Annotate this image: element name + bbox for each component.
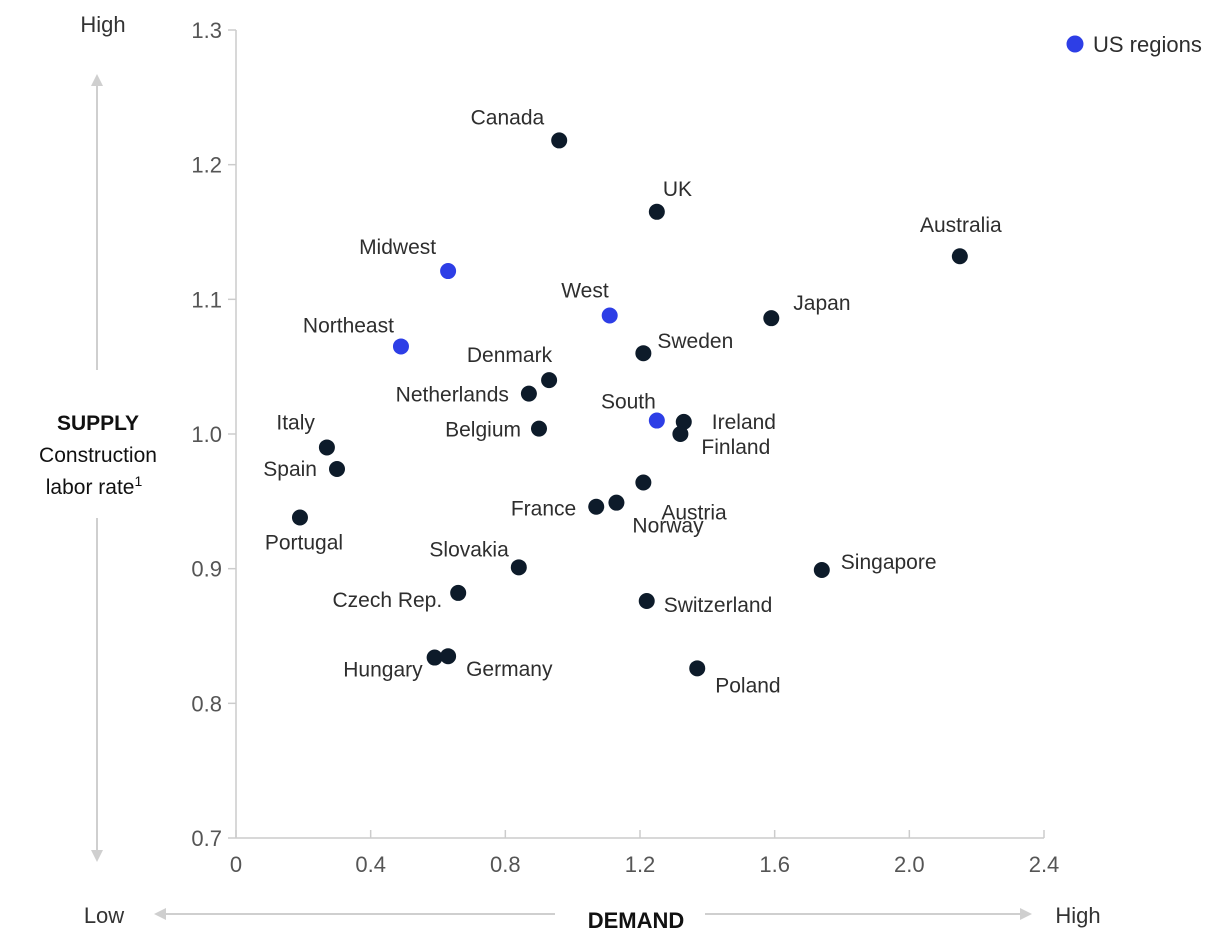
point-finland <box>672 426 689 442</box>
y-axis-ticks: 0.7 0.8 0.9 1.0 1.1 1.2 1.3 <box>191 18 236 851</box>
x-low-label: Low <box>84 903 124 928</box>
y-tick-label: 0.9 <box>191 557 222 582</box>
x-tick-label: 0.4 <box>355 852 386 877</box>
label-uk: UK <box>663 178 692 201</box>
point-west <box>601 307 618 324</box>
y-arrow-up-icon <box>91 74 103 86</box>
point-netherlands <box>520 385 537 402</box>
legend-label-us-regions: US regions <box>1093 32 1202 57</box>
label-germany: Germany <box>466 658 553 681</box>
label-finland: Finland <box>701 436 770 459</box>
point-germany <box>440 648 457 665</box>
y-axis-title-footnote: 1 <box>134 473 142 489</box>
y-tick-label: 1.1 <box>191 287 222 312</box>
label-south: South <box>601 391 656 414</box>
label-belgium: Belgium <box>445 419 521 442</box>
x-arrow-left-icon <box>154 908 166 920</box>
y-axis-title-line3-text: labor rate <box>46 476 135 499</box>
point-labels: Canada UK Australia Japan Sweden Denmark Nethe… <box>263 106 1002 697</box>
plot-frame <box>235 30 1044 839</box>
point-poland <box>689 660 706 677</box>
label-west: West <box>561 279 609 302</box>
label-netherlands: Netherlands <box>396 384 509 407</box>
point-sweden <box>635 345 652 362</box>
point-canada <box>551 132 568 149</box>
y-tick-label: 1.2 <box>191 153 222 178</box>
label-switzerland: Switzerland <box>664 594 773 617</box>
y-arrow-down-icon <box>91 850 103 862</box>
label-japan: Japan <box>793 292 850 315</box>
y-axis-title-line2: Construction <box>39 444 157 467</box>
label-spain: Spain <box>263 458 317 481</box>
legend: US regions <box>1066 32 1202 57</box>
point-midwest <box>440 263 457 280</box>
label-norway: Norway <box>632 515 704 538</box>
point-belgium <box>531 420 547 437</box>
y-tick-label: 0.8 <box>191 691 222 716</box>
x-tick-label: 0.8 <box>490 852 521 877</box>
point-hungary <box>426 649 443 666</box>
label-czech-rep: Czech Rep. <box>332 589 442 612</box>
point-austria <box>635 474 652 491</box>
x-tick-label: 1.6 <box>759 852 790 877</box>
x-arrow-right-icon <box>1020 908 1032 920</box>
x-axis-ticks: 0 0.4 0.8 1.2 1.6 2.0 2.4 <box>230 830 1059 877</box>
point-spain <box>329 461 345 478</box>
label-poland: Poland <box>715 674 780 697</box>
x-axis-title: DEMAND <box>588 908 685 933</box>
point-denmark <box>541 372 558 389</box>
y-tick-label: 1.3 <box>191 18 222 43</box>
point-south <box>648 412 665 429</box>
x-tick-label: 2.0 <box>894 852 925 877</box>
point-northeast <box>392 338 409 355</box>
label-ireland: Ireland <box>712 411 776 434</box>
label-hungary: Hungary <box>343 659 423 682</box>
label-australia: Australia <box>920 214 1002 237</box>
label-canada: Canada <box>471 106 545 129</box>
label-denmark: Denmark <box>467 344 553 367</box>
x-tick-label: 0 <box>230 852 242 877</box>
label-slovakia: Slovakia <box>429 538 509 561</box>
x-tick-label: 2.4 <box>1029 852 1060 877</box>
point-czech-rep <box>450 584 467 601</box>
label-austria: Austria <box>661 501 727 524</box>
y-axis-title-line3: labor rate1 <box>46 473 143 499</box>
label-sweden: Sweden <box>657 330 733 353</box>
point-australia <box>951 248 968 265</box>
y-tick-label: 1.0 <box>191 422 222 447</box>
x-high-label: High <box>1055 903 1100 928</box>
point-singapore <box>813 562 830 579</box>
label-portugal: Portugal <box>265 531 343 554</box>
label-france: France <box>511 498 576 521</box>
point-japan <box>763 310 780 327</box>
point-portugal <box>291 509 308 526</box>
y-axis-title-line1: SUPPLY <box>57 412 139 435</box>
point-ireland <box>675 413 692 430</box>
x-tick-label: 1.2 <box>625 852 656 877</box>
label-midwest: Midwest <box>359 236 436 259</box>
data-points <box>291 132 968 677</box>
y-tick-label: 0.7 <box>191 826 222 851</box>
legend-marker-us-regions <box>1066 35 1084 53</box>
y-high-label: High <box>80 12 125 37</box>
label-italy: Italy <box>276 411 315 434</box>
point-uk <box>648 203 665 220</box>
label-singapore: Singapore <box>841 551 937 574</box>
point-switzerland <box>638 592 655 609</box>
point-france <box>588 498 605 515</box>
point-norway <box>608 494 625 511</box>
label-northeast: Northeast <box>303 314 394 337</box>
point-slovakia <box>510 559 527 576</box>
point-italy <box>318 439 335 456</box>
